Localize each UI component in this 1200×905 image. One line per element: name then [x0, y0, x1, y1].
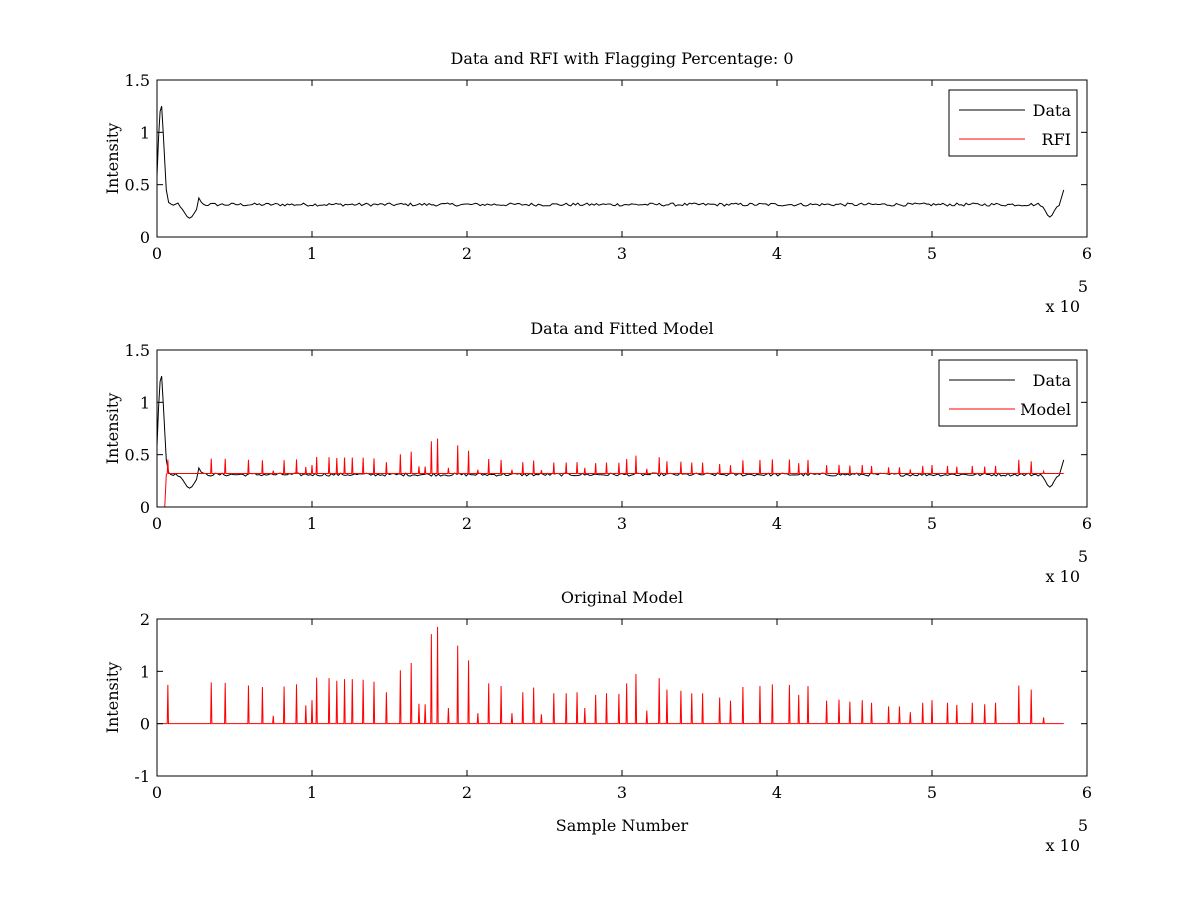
x-exponent-label: x 10 — [1046, 297, 1080, 316]
chart-title: Data and RFI with Flagging Percentage: 0 — [450, 49, 793, 68]
x-tick-label: 6 — [1082, 514, 1092, 533]
x-tick-label: 5 — [927, 783, 937, 802]
x-tick-label: 2 — [462, 514, 472, 533]
x-tick-label: 3 — [617, 514, 627, 533]
legend: Data RFI — [948, 89, 1078, 157]
chart-panel-1: Data and RFI with Flagging Percentage: 0… — [103, 49, 1092, 316]
y-tick-label: 1 — [140, 123, 150, 142]
legend-box — [938, 359, 1078, 427]
series-line-data — [157, 106, 1065, 219]
legend-box — [948, 89, 1078, 157]
x-tick-label: 0 — [152, 514, 162, 533]
y-axis-label: Intensity — [103, 393, 122, 465]
x-exponent-power: 5 — [1078, 547, 1088, 566]
plot-area — [157, 376, 1065, 507]
x-tick-label: 6 — [1082, 783, 1092, 802]
chart-panel-2: Data and Fitted Model 0 1 2 3 4 5 6 0 0.5 1 1.5 Inte… — [103, 319, 1092, 586]
series-line-original-model — [157, 626, 1064, 725]
plot-area — [157, 106, 1065, 219]
x-tick-label: 0 — [152, 783, 162, 802]
y-tick-label: 0.5 — [125, 446, 150, 465]
x-tick-label: 6 — [1082, 244, 1092, 263]
legend-label-data: Data — [1033, 101, 1072, 120]
legend-label-data: Data — [1033, 371, 1072, 390]
y-tick-label: 2 — [140, 610, 150, 629]
y-tick-label: 0 — [140, 498, 150, 517]
legend-label-rfi: RFI — [1042, 130, 1071, 149]
x-exponent-label: x 10 — [1046, 836, 1080, 855]
legend: Data Model — [938, 359, 1078, 427]
y-tick-label: 1 — [140, 393, 150, 412]
x-tick-label: 2 — [462, 783, 472, 802]
x-tick-label: 1 — [307, 783, 317, 802]
y-tick-label: 0.5 — [125, 176, 150, 195]
series-line-data — [157, 376, 1065, 489]
y-axis-label: Intensity — [103, 662, 122, 734]
x-axis-label: Sample Number — [556, 816, 689, 835]
chart-title: Original Model — [561, 588, 683, 607]
series-line-model — [157, 438, 1064, 507]
x-tick-label: 4 — [772, 783, 782, 802]
x-tick-label: 4 — [772, 244, 782, 263]
x-exponent-label: x 10 — [1046, 567, 1080, 586]
x-tick-label: 4 — [772, 514, 782, 533]
x-tick-label: 2 — [462, 244, 472, 263]
x-exponent-power: 5 — [1078, 277, 1088, 296]
y-tick-label: 0 — [140, 228, 150, 247]
legend-label-model: Model — [1020, 400, 1071, 419]
plot-area — [157, 626, 1064, 725]
x-tick-label: 0 — [152, 244, 162, 263]
x-tick-label: 1 — [307, 514, 317, 533]
x-exponent-power: 5 — [1078, 816, 1088, 835]
y-tick-label: 1.5 — [125, 341, 150, 360]
y-tick-label: 1.5 — [125, 71, 150, 90]
axes-box — [156, 79, 1088, 238]
y-tick-label: -1 — [134, 767, 150, 786]
chart-title: Data and Fitted Model — [530, 319, 713, 338]
y-tick-label: 1 — [140, 662, 150, 681]
x-tick-label: 5 — [927, 244, 937, 263]
x-tick-label: 3 — [617, 244, 627, 263]
x-tick-label: 5 — [927, 514, 937, 533]
y-tick-label: 0 — [140, 715, 150, 734]
y-axis-label: Intensity — [103, 123, 122, 195]
x-tick-label: 3 — [617, 783, 627, 802]
x-tick-label: 1 — [307, 244, 317, 263]
